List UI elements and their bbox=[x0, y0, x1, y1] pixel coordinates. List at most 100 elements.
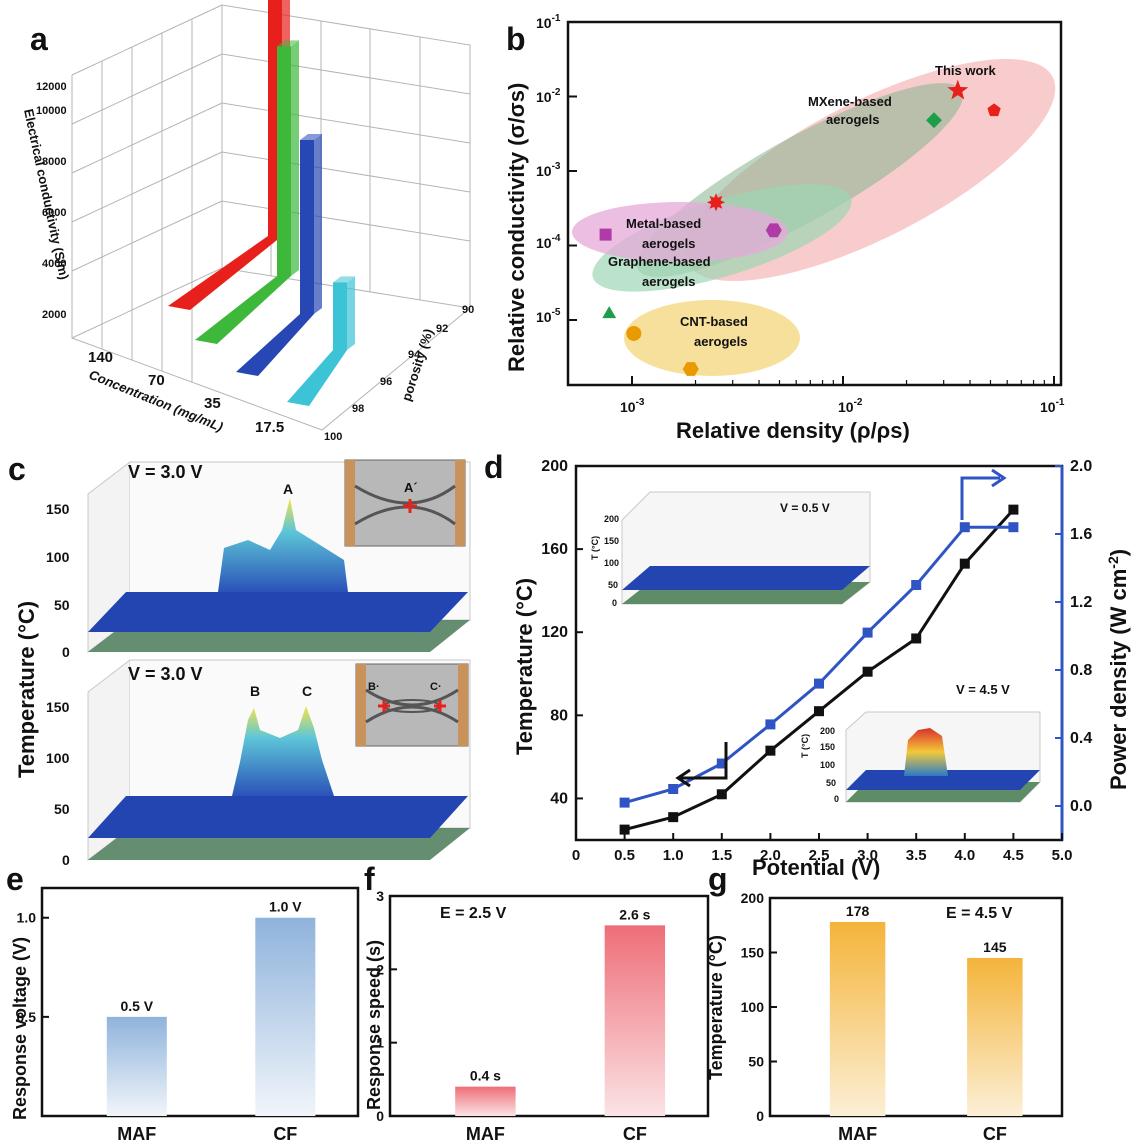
a-ztick-5: 12000 bbox=[36, 81, 67, 93]
f-bar-cf bbox=[604, 925, 666, 1116]
d-point-right-3 bbox=[765, 719, 776, 730]
f-category-0: MAF bbox=[466, 1124, 505, 1144]
b-label-metal-1: Metal-based bbox=[626, 216, 701, 231]
b-label-mxene: MXene-based aerogels bbox=[808, 94, 892, 127]
a-ztick-2: 6000 bbox=[42, 207, 66, 219]
d-y2tick-label: 0.4 bbox=[1070, 730, 1092, 747]
d-inset-bottom-title: V = 4.5 V bbox=[956, 682, 1010, 697]
d-xtick-label: 2.0 bbox=[760, 847, 781, 864]
a-bar-side-2 bbox=[314, 134, 322, 314]
c-top-inset-label: A´ bbox=[404, 480, 418, 495]
d-xtick-label: 1.5 bbox=[711, 847, 732, 864]
e-bars: 0.5 V MAF 1.0 V CF 0.5 1.0 bbox=[17, 899, 316, 1144]
d-y2tick-label: 1.2 bbox=[1070, 594, 1092, 611]
g-bars: 178 MAF 145 CF 0 50 100 150 200 bbox=[741, 890, 1023, 1144]
g-ytick-label: 150 bbox=[741, 945, 765, 961]
c-top-title: V = 3.0 V bbox=[128, 462, 203, 482]
b-point-square-4 bbox=[599, 228, 612, 241]
b-xtick-2: 10-1 bbox=[1040, 397, 1065, 415]
b-label-graphene-1: Graphene-based bbox=[608, 254, 711, 269]
e-category-0: MAF bbox=[117, 1124, 156, 1144]
panel-g: g 178 MAF 145 CF 0 50 100 150 200 E = 4.5 V Temp… bbox=[706, 861, 1064, 1144]
panel-label-c: c bbox=[8, 451, 26, 487]
d-point-left-8 bbox=[1008, 504, 1019, 515]
d-arrow-left-head bbox=[675, 768, 691, 788]
d-ytick-label: 200 bbox=[541, 458, 568, 475]
panel-b: b This work MXene-based aerogels Metal-ba… bbox=[504, 13, 1065, 443]
e-bar-cf bbox=[255, 917, 316, 1116]
f-ytick-label: 1 bbox=[376, 1035, 384, 1051]
b-point-star-0 bbox=[947, 79, 969, 100]
c-bottom-ztick-3: 150 bbox=[46, 699, 70, 715]
b-ytick-2: 10-3 bbox=[536, 161, 561, 179]
f-ytick-label: 0 bbox=[376, 1108, 384, 1124]
c-bottom-title: V = 3.0 V bbox=[128, 664, 203, 684]
a-bar-front-2 bbox=[300, 140, 314, 314]
b-label-cnt-2: aerogels bbox=[694, 334, 747, 349]
d-inset-bottom-ztick-3: 150 bbox=[820, 742, 835, 752]
g-annotation: E = 4.5 V bbox=[946, 905, 1013, 922]
c-bottom-ztick-2: 100 bbox=[46, 750, 70, 766]
d-xlabel: Potential (V) bbox=[752, 855, 880, 880]
a-bar-base-1 bbox=[195, 276, 291, 344]
b-ellipse-cnt bbox=[624, 300, 800, 376]
b-ytick-0: 10-1 bbox=[536, 13, 561, 31]
c-top-ztick-0: 0 bbox=[62, 644, 70, 660]
g-bar-cf bbox=[967, 957, 1023, 1116]
b-xtick-0: 10-3 bbox=[620, 397, 645, 415]
d-point-right-7 bbox=[959, 522, 970, 533]
d-ylabel: Temperature (°C) bbox=[512, 578, 537, 755]
f-ytick-label: 2 bbox=[376, 961, 384, 977]
panel-label-e: e bbox=[6, 861, 24, 897]
c-bottom-zticks: 0 50 100 150 bbox=[46, 699, 70, 868]
b-xtick-1: 10-2 bbox=[838, 397, 863, 415]
c-bottom-ztick-1: 50 bbox=[54, 801, 70, 817]
a-bar-front-1 bbox=[277, 46, 291, 276]
d-xtick-label: 0.5 bbox=[614, 847, 635, 864]
b-point-circle-7 bbox=[626, 325, 642, 341]
d-arrow-left bbox=[680, 742, 728, 780]
d-inset-top: V = 0.5 V T (°C) 0 50 100 150 200 bbox=[590, 491, 871, 608]
d-y2-ticks: 0.0 0.4 0.8 1.2 1.6 2.0 bbox=[1055, 458, 1092, 815]
d-xtick-label: 3.5 bbox=[906, 847, 927, 864]
d-y2tick-label: 0.0 bbox=[1070, 798, 1092, 815]
b-label-this-work: This work bbox=[935, 63, 996, 78]
d-y-ticks: 40 80 120 160 200 bbox=[541, 458, 583, 807]
d-point-left-7 bbox=[959, 558, 970, 569]
panel-a-y-ticks: 100 98 96 94 92 90 bbox=[324, 304, 474, 443]
b-label-mxene-2: aerogels bbox=[826, 112, 879, 127]
d-xtick-label: 4.0 bbox=[954, 847, 975, 864]
g-category-0: MAF bbox=[838, 1124, 877, 1144]
panel-label-a: a bbox=[30, 21, 48, 57]
d-arrow-right bbox=[960, 476, 1000, 520]
b-ytick-3: 10-4 bbox=[536, 233, 561, 251]
e-ytick-label: 0.5 bbox=[17, 1009, 37, 1025]
d-point-left-0 bbox=[619, 824, 630, 835]
d-y2tick-label: 1.6 bbox=[1070, 526, 1092, 543]
c-top-ztick-1: 50 bbox=[54, 597, 70, 613]
g-data-label-0: 178 bbox=[846, 903, 870, 919]
f-bar-maf bbox=[455, 1086, 516, 1116]
a-bar-top-2 bbox=[300, 134, 322, 140]
b-label-mxene-1: MXene-based bbox=[808, 94, 892, 109]
a-bar-top-1 bbox=[277, 40, 299, 47]
a-bar-base-2 bbox=[236, 314, 314, 376]
a-ytick-5: 90 bbox=[462, 304, 474, 316]
c-bottom-inset-label-c: C· bbox=[430, 681, 442, 693]
e-data-label-1: 1.0 V bbox=[269, 899, 302, 915]
f-data-label-0: 0.4 s bbox=[470, 1068, 501, 1084]
d-point-left-6 bbox=[911, 633, 922, 644]
panel-a: a 2000 4000 6000 8000 10000 12000 Electr… bbox=[21, 0, 474, 443]
f-annotation: E = 2.5 V bbox=[440, 905, 507, 922]
panel-c: c V = 3.0 V A A´ 0 50 100 150 bbox=[8, 451, 471, 868]
c-bottom-ztick-0: 0 bbox=[62, 852, 70, 868]
d-point-left-4 bbox=[814, 706, 824, 717]
panel-label-d: d bbox=[484, 449, 504, 485]
b-ytick-4: 10-5 bbox=[536, 307, 561, 325]
d-inset-top-ztick-4: 200 bbox=[604, 514, 619, 524]
b-point-pentagon-1 bbox=[987, 103, 1001, 117]
a-bar-base-3 bbox=[287, 350, 347, 406]
c-bottom-plot: V = 3.0 V B C B· C· 0 50 100 150 bbox=[46, 658, 471, 868]
e-data-label-0: 0.5 V bbox=[120, 998, 153, 1014]
d-xtick-label: 0 bbox=[572, 847, 580, 864]
